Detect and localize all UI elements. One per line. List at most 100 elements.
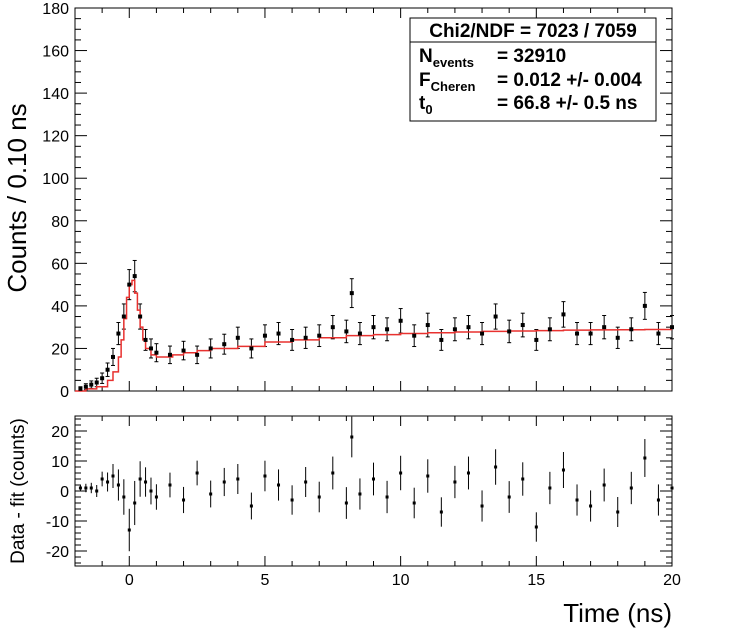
main-data-point — [195, 352, 200, 357]
residual-data-point — [629, 486, 633, 490]
residual-data-point — [100, 477, 104, 481]
main-data-point — [385, 327, 390, 332]
residual-data-point — [222, 480, 226, 484]
residual-data-point — [561, 468, 565, 472]
fit-curve — [75, 279, 672, 392]
main-y-tick-label: 80 — [51, 214, 69, 231]
main-data-point — [330, 325, 335, 330]
residual-data-point — [95, 489, 99, 493]
x-axis-title: Time (ns) — [563, 598, 672, 628]
residual-data-point — [453, 480, 457, 484]
residual-data-point — [154, 495, 158, 499]
residual-data-point — [548, 486, 552, 490]
x-tick-label: 20 — [663, 572, 681, 589]
residual-data-point — [426, 474, 430, 478]
residual-plot-panel: -20 -10 0 10 20 0 5 10 15 20 Data - fit (counts) — [8, 415, 681, 589]
main-data-point — [154, 350, 159, 355]
nevents-subscript: events — [433, 55, 474, 70]
main-data-point — [615, 335, 620, 340]
residual-data-point — [84, 486, 88, 490]
residual-y-tick-label: -20 — [46, 544, 69, 561]
x-tick-label: 15 — [527, 572, 545, 589]
nevents-symbol: N — [419, 46, 433, 67]
main-data-point — [575, 331, 580, 336]
fcheren-label: FCheren — [419, 70, 475, 94]
residual-data-point — [263, 474, 267, 478]
residual-data-point — [412, 501, 416, 505]
main-data-point — [520, 323, 525, 328]
main-data-point — [78, 386, 83, 391]
residual-data-point — [149, 489, 153, 493]
main-data-point — [656, 331, 661, 336]
main-y-tick-label: 140 — [42, 86, 69, 103]
x-tick-label: 10 — [392, 572, 410, 589]
residual-data-point — [331, 471, 335, 475]
residual-data-point — [249, 504, 253, 508]
main-data-point — [290, 337, 295, 342]
residual-data-point — [399, 471, 403, 475]
main-error-bars — [78, 259, 674, 392]
main-data-point — [602, 325, 607, 330]
main-data-point — [181, 348, 186, 353]
main-data-point — [480, 331, 485, 336]
residual-y-tick-label: 10 — [51, 454, 69, 471]
main-data-point — [452, 327, 457, 332]
main-data-point — [534, 337, 539, 342]
t0-value: = 66.8 +/- 0.5 ns — [497, 93, 637, 114]
main-y-tick-label: 60 — [51, 256, 69, 273]
main-data-point — [507, 329, 512, 334]
residual-data-point — [317, 495, 321, 499]
nevents-value: = 32910 — [497, 46, 566, 67]
residual-data-point — [209, 492, 213, 496]
fcheren-value: = 0.012 +/- 0.004 — [497, 70, 642, 91]
residual-data-point — [589, 504, 593, 508]
main-y-tick-label: 20 — [51, 341, 69, 358]
main-y-tick-labels: 0 20 40 60 80 100 120 140 160 180 — [42, 1, 69, 401]
residual-data-point — [466, 471, 470, 475]
y-axis-title: Counts / 0.10 ns — [2, 103, 32, 292]
residual-y-tick-label: 20 — [51, 424, 69, 441]
main-data-point — [138, 314, 143, 319]
residual-data-point — [106, 480, 110, 484]
residual-data-point — [236, 477, 240, 481]
main-data-point — [466, 325, 471, 330]
main-axis-ticks — [74, 7, 673, 392]
residual-data-point — [670, 486, 674, 490]
residual-data-point — [89, 486, 93, 490]
main-data-point — [547, 327, 552, 332]
main-data-point — [262, 333, 267, 338]
main-data-point — [132, 274, 137, 279]
stats-box-frame — [409, 17, 657, 122]
residual-data-point — [144, 480, 148, 484]
residual-data-point — [358, 492, 362, 496]
residual-data-point — [616, 510, 620, 514]
main-data-point — [167, 352, 172, 357]
main-data-point — [276, 331, 281, 336]
residual-data-point — [111, 474, 115, 478]
main-data-point — [371, 325, 376, 330]
main-data-point — [561, 312, 566, 317]
stats-legend-box: Chi2/NDF = 7023 / 7059 Nevents = 32910 F… — [409, 17, 657, 122]
residual-data-point — [290, 498, 294, 502]
main-data-point — [629, 327, 634, 332]
main-data-point — [105, 367, 110, 372]
residual-data-point — [304, 480, 308, 484]
main-data-point — [94, 380, 99, 385]
main-data-point — [425, 323, 430, 328]
main-data-point — [148, 346, 153, 351]
main-data-point — [143, 337, 148, 342]
main-data-point — [398, 318, 403, 323]
residual-data-point — [277, 483, 281, 487]
main-data-point — [412, 333, 417, 338]
main-y-tick-label: 120 — [42, 129, 69, 146]
residual-y-tick-label: -10 — [46, 514, 69, 531]
fcheren-subscript: Cheren — [431, 79, 476, 94]
main-plot-panel: 0 20 40 60 80 100 120 140 160 180 Counts / 0.10 n… — [2, 1, 674, 401]
residual-data-point — [480, 504, 484, 508]
residual-data-point — [385, 495, 389, 499]
fcheren-symbol: F — [419, 70, 431, 91]
residual-data-point — [122, 495, 126, 499]
main-data-point — [100, 376, 105, 381]
main-data-points — [78, 274, 674, 391]
main-y-tick-label: 180 — [42, 1, 69, 18]
